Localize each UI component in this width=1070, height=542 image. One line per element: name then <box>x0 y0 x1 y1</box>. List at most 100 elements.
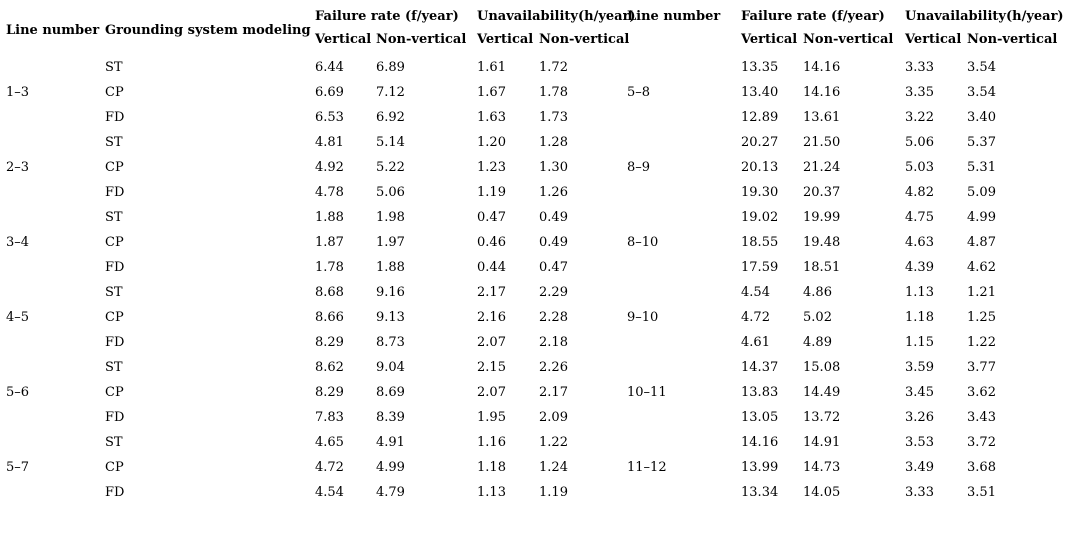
value-cell-left: 1.23 <box>477 159 506 175</box>
value-cell-left: 2.18 <box>539 334 568 350</box>
table-row: 2–3 ST 4.81 5.14 1.20 1.28 8–9 20.27 21.50 5.06 5.… <box>6 130 1066 175</box>
line-number-left: 2–3 <box>6 159 30 175</box>
reliability-table: Line number Grounding system modeling Fa… <box>6 6 1066 505</box>
value-cell-left: 6.44 <box>315 59 344 75</box>
value-cell-right: 1.15 <box>905 334 934 350</box>
value-cell-right: 17.59 <box>741 259 779 275</box>
value-cell-left: 1.22 <box>539 434 568 450</box>
value-cell-right: 5.37 <box>967 134 996 150</box>
value-cell-left: 1.30 <box>539 159 568 175</box>
value-cell-left: 4.72 <box>315 459 344 475</box>
value-cell-left: 1.20 <box>477 134 506 150</box>
header-row-subcolumns: Vertical Non-vertical Vertical Non-verti… <box>6 32 1066 55</box>
value-cell-right: 13.99 <box>741 459 779 475</box>
value-cell-left: 6.69 <box>315 84 344 100</box>
value-cell-left: 8.62 <box>315 359 344 375</box>
value-cell-right: 3.53 <box>905 434 934 450</box>
value-cell-right: 5.06 <box>905 134 934 150</box>
value-cell-right: 4.86 <box>803 284 832 300</box>
value-cell-right: 4.62 <box>967 259 996 275</box>
value-cell-left: 1.72 <box>539 59 568 75</box>
col-header-grounding: Grounding system modeling <box>105 22 311 38</box>
value-cell-right: 18.51 <box>803 259 841 275</box>
table-row: CP 4.72 4.99 1.18 1.24 13.99 14.73 3.49 3.68 <box>6 455 1066 480</box>
value-cell-right: 1.13 <box>905 284 934 300</box>
value-cell-right: 3.26 <box>905 409 934 425</box>
value-cell-left: 0.46 <box>477 234 506 250</box>
value-cell-left: 4.54 <box>315 484 344 500</box>
table-row: 4–5 ST 8.68 9.16 2.17 2.29 9–10 4.54 4.86 1.13 1.2… <box>6 280 1066 325</box>
value-cell-left: 4.65 <box>315 434 344 450</box>
value-cell-left: 0.49 <box>539 209 568 225</box>
value-cell-left: 6.92 <box>376 109 405 125</box>
table-row: 1–3 ST 6.44 6.89 1.61 1.72 5–8 13.35 14.16 3.33 3.… <box>6 55 1066 100</box>
line-number-left: 5–7 <box>6 459 30 475</box>
value-cell-right: 20.37 <box>803 184 841 200</box>
grounding-model-cell: ST <box>105 284 123 300</box>
col-header-failure-rate-left: Failure rate (f/year) <box>315 9 459 24</box>
value-cell-left: 1.19 <box>539 484 568 500</box>
value-cell-right: 4.87 <box>967 234 996 250</box>
value-cell-left: 1.16 <box>477 434 506 450</box>
value-cell-left: 0.49 <box>539 234 568 250</box>
line-number-left: 5–6 <box>6 384 30 400</box>
value-cell-right: 4.99 <box>967 209 996 225</box>
value-cell-left: 8.69 <box>376 384 405 400</box>
value-cell-left: 1.78 <box>539 84 568 100</box>
value-cell-left: 6.89 <box>376 59 405 75</box>
value-cell-left: 4.78 <box>315 184 344 200</box>
value-cell-left: 5.14 <box>376 134 405 150</box>
table-row: FD 8.29 8.73 2.07 2.18 4.61 4.89 1.15 1.22 <box>6 330 1066 355</box>
grounding-model-cell: FD <box>105 109 125 125</box>
value-cell-left: 1.98 <box>376 209 405 225</box>
value-cell-left: 5.22 <box>376 159 405 175</box>
value-cell-right: 15.08 <box>803 359 841 375</box>
value-cell-left: 0.44 <box>477 259 506 275</box>
value-cell-right: 14.91 <box>803 434 841 450</box>
value-cell-right: 4.82 <box>905 184 934 200</box>
table-header: Line number Grounding system modeling Fa… <box>6 6 1066 55</box>
value-cell-right: 4.61 <box>741 334 770 350</box>
grounding-model-cell: FD <box>105 259 125 275</box>
grounding-model-cell: CP <box>105 309 124 325</box>
col-header-fr-left-vertical: Vertical <box>315 32 372 47</box>
value-cell-right: 5.03 <box>905 159 934 175</box>
value-cell-right: 3.51 <box>967 484 996 500</box>
col-header-fr-right-non-vertical: Non-vertical <box>803 32 894 47</box>
value-cell-right: 4.72 <box>741 309 770 325</box>
col-header-line-number-left: Line number <box>6 22 100 38</box>
value-cell-left: 8.29 <box>315 334 344 350</box>
value-cell-right: 13.35 <box>741 59 779 75</box>
value-cell-right: 14.16 <box>803 84 841 100</box>
value-cell-left: 8.29 <box>315 384 344 400</box>
value-cell-left: 1.24 <box>539 459 568 475</box>
value-cell-right: 13.61 <box>803 109 841 125</box>
value-cell-right: 4.89 <box>803 334 832 350</box>
header-row-groups: Line number Grounding system modeling Fa… <box>6 6 1066 38</box>
value-cell-left: 9.13 <box>376 309 405 325</box>
value-cell-right: 3.33 <box>905 484 934 500</box>
value-cell-right: 3.49 <box>905 459 934 475</box>
value-cell-right: 3.22 <box>905 109 934 125</box>
value-cell-left: 1.95 <box>477 409 506 425</box>
value-cell-right: 3.72 <box>967 434 996 450</box>
value-cell-left: 5.06 <box>376 184 405 200</box>
table-row: FD 7.83 8.39 1.95 2.09 13.05 13.72 3.26 3.43 <box>6 405 1066 430</box>
value-cell-left: 4.99 <box>376 459 405 475</box>
grounding-model-cell: ST <box>105 209 123 225</box>
table-row: FD 4.78 5.06 1.19 1.26 19.30 20.37 4.82 5.09 <box>6 180 1066 205</box>
value-cell-right: 21.24 <box>803 159 841 175</box>
value-cell-left: 8.68 <box>315 284 344 300</box>
value-cell-right: 3.40 <box>967 109 996 125</box>
value-cell-right: 5.31 <box>967 159 996 175</box>
value-cell-left: 2.09 <box>539 409 568 425</box>
grounding-model-cell: CP <box>105 384 124 400</box>
col-header-un-left-non-vertical: Non-vertical <box>539 32 630 47</box>
value-cell-right: 12.89 <box>741 109 779 125</box>
line-number-left: 4–5 <box>6 309 30 325</box>
value-cell-right: 14.16 <box>741 434 779 450</box>
line-number-left: 3–4 <box>6 234 30 250</box>
value-cell-right: 1.18 <box>905 309 934 325</box>
value-cell-left: 1.61 <box>477 59 506 75</box>
table-row: CP 1.87 1.97 0.46 0.49 18.55 19.48 4.63 4.87 <box>6 230 1066 255</box>
